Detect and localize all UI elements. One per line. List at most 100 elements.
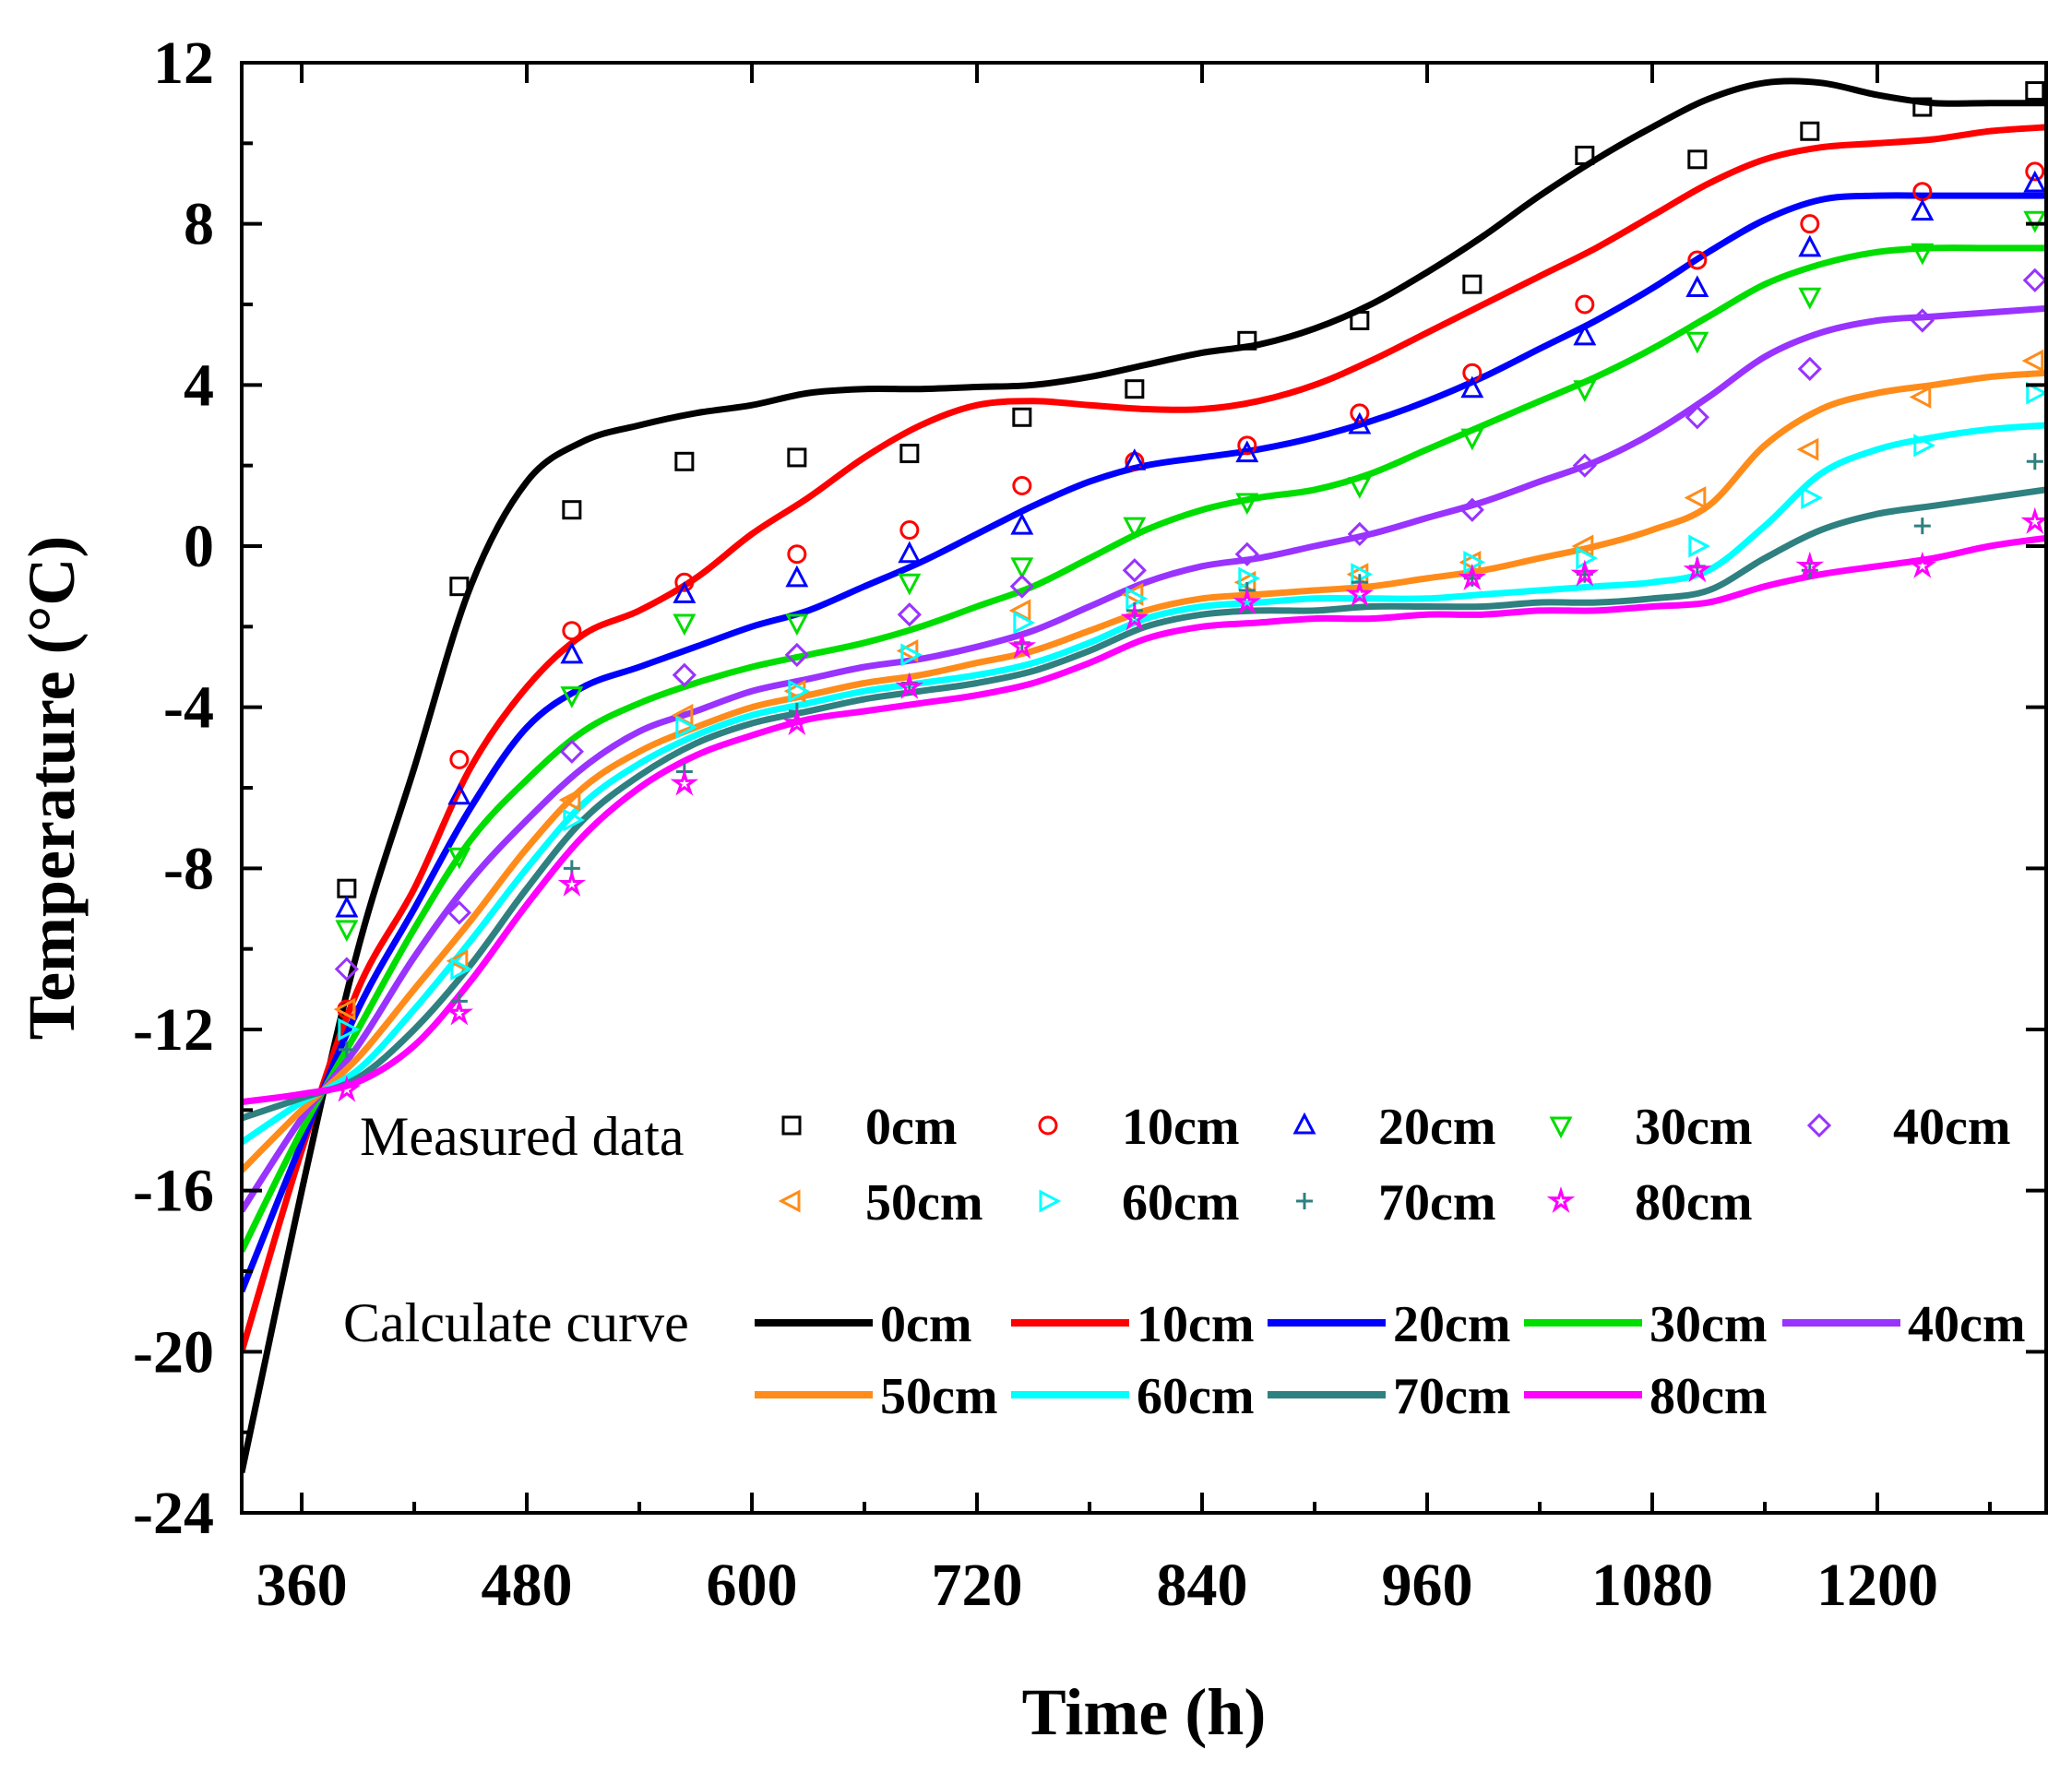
legend-measured-label-60cm: 60cm	[1122, 1174, 1240, 1232]
y-tick-label: -16	[133, 1158, 214, 1225]
marker-20cm	[1348, 411, 1372, 434]
legend-marker-70cm	[1296, 1193, 1313, 1209]
marker-50cm	[446, 949, 469, 973]
marker-80cm	[895, 672, 924, 699]
marker-80cm	[1345, 579, 1375, 607]
marker-40cm	[1459, 497, 1484, 522]
marker-40cm	[2022, 268, 2046, 292]
marker-50cm	[558, 788, 581, 812]
curve-40cm	[242, 304, 2046, 1213]
x-tick-label: 1200	[1816, 1552, 1938, 1619]
marker-40cm	[1009, 574, 1034, 599]
legend-marker-10cm	[1038, 1115, 1058, 1136]
marker-0cm	[562, 500, 582, 520]
marker-40cm	[897, 602, 922, 627]
x-tick-labels: 360 480 600 720 840 960 1080 1200	[256, 1552, 1938, 1619]
marker-60cm	[338, 1017, 361, 1041]
marker-70cm	[1913, 518, 1931, 535]
marker-20cm	[1235, 440, 1259, 463]
marker-30cm	[1460, 428, 1484, 451]
y-tick-label: -20	[133, 1318, 214, 1386]
marker-70cm	[2026, 453, 2043, 470]
marker-40cm	[1572, 453, 1597, 478]
marker-50cm	[896, 639, 919, 663]
marker-60cm	[1013, 611, 1036, 635]
marker-20cm	[1798, 234, 1822, 257]
marker-80cm	[2020, 506, 2046, 534]
curve-10cm	[242, 124, 2046, 1353]
legend-measured-label-40cm: 40cm	[1893, 1099, 2011, 1156]
legend-measured-label-30cm: 30cm	[1635, 1099, 1753, 1156]
marker-10cm	[1800, 214, 1820, 234]
marker-80cm	[1458, 563, 1487, 590]
marker-80cm	[1908, 551, 1937, 578]
marker-10cm	[449, 749, 470, 769]
marker-30cm	[1685, 331, 1709, 354]
legend-curve-label-10cm: 10cm	[1137, 1296, 1255, 1353]
marker-30cm	[1235, 493, 1259, 516]
marker-30cm	[1911, 243, 1935, 266]
marker-30cm	[1573, 380, 1597, 402]
marker-30cm	[2023, 210, 2046, 233]
marker-60cm	[900, 643, 923, 667]
legend-curve-label-40cm: 40cm	[1908, 1296, 2026, 1353]
marker-50cm	[333, 997, 356, 1021]
marker-0cm	[1350, 310, 1370, 330]
marker-0cm	[674, 451, 695, 471]
marker-80cm	[670, 768, 699, 796]
curve-80cm	[242, 534, 2046, 1106]
marker-80cm	[332, 1075, 362, 1102]
marker-20cm	[1010, 512, 1034, 535]
marker-10cm	[899, 520, 920, 541]
marker-0cm	[1012, 407, 1032, 427]
calculated-curves	[242, 77, 2046, 1474]
marker-0cm	[1125, 379, 1145, 399]
marker-50cm	[1684, 486, 1707, 510]
x-tick-label: 1080	[1591, 1552, 1713, 1619]
marker-60cm	[2026, 381, 2046, 405]
marker-0cm	[787, 447, 807, 468]
marker-40cm	[1797, 356, 1822, 381]
marker-30cm	[560, 686, 584, 708]
legend-measured-label-10cm: 10cm	[1122, 1099, 1240, 1156]
marker-20cm	[673, 581, 697, 603]
marker-10cm	[2025, 161, 2045, 182]
marker-40cm	[672, 662, 697, 687]
x-tick-label: 600	[707, 1552, 798, 1619]
marker-10cm	[1237, 435, 1257, 456]
marker-60cm	[1576, 546, 1599, 570]
marker-40cm	[1122, 558, 1147, 583]
legend-curve-label-0cm: 0cm	[880, 1296, 972, 1353]
marker-40cm	[1910, 308, 1935, 333]
marker-10cm	[1687, 250, 1708, 270]
marker-80cm	[1007, 632, 1037, 660]
marker-20cm	[560, 641, 584, 664]
marker-40cm	[447, 900, 471, 925]
legend-marker-50cm	[778, 1189, 801, 1213]
y-tick-label: 4	[184, 351, 214, 419]
marker-0cm	[2025, 81, 2045, 101]
marker-10cm	[562, 621, 582, 641]
marker-0cm	[1800, 121, 1820, 141]
marker-80cm	[1120, 603, 1149, 631]
marker-50cm	[2021, 349, 2044, 373]
marker-0cm	[449, 577, 470, 597]
marker-20cm	[1911, 198, 1935, 221]
marker-0cm	[1462, 274, 1483, 294]
legend-marker-80cm	[1546, 1185, 1576, 1214]
marker-10cm	[1575, 294, 1595, 315]
y-tick-label: -8	[163, 835, 214, 902]
legend-measured-label-0cm: 0cm	[865, 1099, 958, 1156]
marker-30cm	[1348, 477, 1372, 499]
marker-0cm	[1237, 330, 1257, 351]
marker-10cm	[787, 544, 807, 565]
legend-measured-label-20cm: 20cm	[1378, 1099, 1496, 1156]
marker-40cm	[334, 957, 359, 982]
marker-30cm	[785, 613, 809, 637]
marker-60cm	[1801, 486, 1824, 510]
marker-20cm	[1460, 375, 1484, 399]
marker-30cm	[335, 920, 359, 943]
legend-curve-entries: 0cm 10cm 20cm 30cm 40cm 50cm 60cm 70cm 80cm	[755, 1296, 2026, 1425]
marker-80cm	[1570, 559, 1600, 587]
